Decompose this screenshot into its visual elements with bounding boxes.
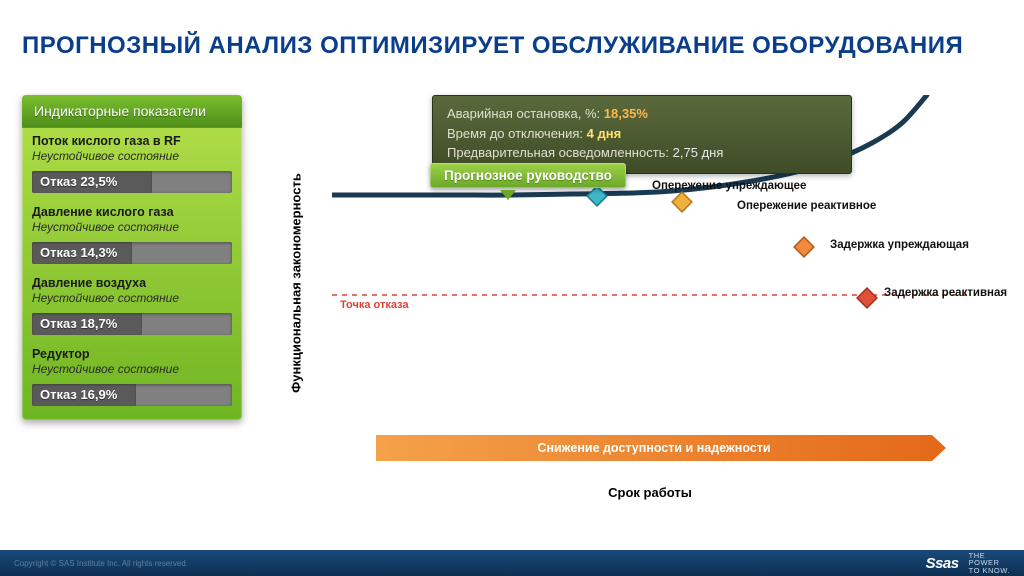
indicator-state: Неустойчивое состояние xyxy=(32,220,232,234)
info-key: Предварительная осведомленность: xyxy=(447,145,669,160)
indicator-bar: Отказ 23,5% xyxy=(32,171,232,193)
indicator-bar-label: Отказ 16,9% xyxy=(40,387,117,402)
sas-logo: Ssas xyxy=(926,555,959,572)
indicator-name: Поток кислого газа в RF xyxy=(32,134,232,148)
chart-marker-label: Опережение реактивное xyxy=(737,200,876,212)
fail-point-label: Точка отказа xyxy=(340,299,409,311)
chart-callout: Прогнозное руководство xyxy=(430,163,626,188)
indicator-bar-label: Отказ 14,3% xyxy=(40,245,117,260)
info-value: 18,35% xyxy=(604,106,648,121)
indicators-panel-header: Индикаторные показатели xyxy=(22,95,242,128)
chart-area: Функциональная закономерность Срок работ… xyxy=(310,95,990,470)
chart-marker-label: Опережение упреждающее xyxy=(652,180,806,192)
degradation-arrow-label: Снижение доступности и надежности xyxy=(537,441,770,455)
indicator-state: Неустойчивое состояние xyxy=(32,149,232,163)
chart-callout-pointer xyxy=(500,190,516,200)
indicator-state: Неустойчивое состояние xyxy=(32,291,232,305)
indicator-name: Давление кислого газа xyxy=(32,205,232,219)
slide-title: ПРОГНОЗНЫЙ АНАЛИЗ ОПТИМИЗИРУЕТ ОБСЛУЖИВА… xyxy=(22,32,963,60)
info-key: Время до отключения: xyxy=(447,126,583,141)
indicator-name: Редуктор xyxy=(32,347,232,361)
info-key: Аварийная остановка, %: xyxy=(447,106,600,121)
indicator-item: РедукторНеустойчивое состояние xyxy=(22,341,242,380)
indicator-item: Давление кислого газаНеустойчивое состоя… xyxy=(22,199,242,238)
copyright-text: Copyright © SAS Institute Inc. All right… xyxy=(14,559,188,568)
degradation-arrow: Снижение доступности и надежности xyxy=(376,435,932,461)
sas-tagline: THE POWER TO KNOW. xyxy=(969,552,1010,575)
chart-info-box: Аварийная остановка, %: 18,35% Время до о… xyxy=(432,95,852,174)
indicator-bar: Отказ 18,7% xyxy=(32,313,232,335)
chart-y-axis-label: Функциональная закономерность xyxy=(289,173,304,393)
info-value: 4 дня xyxy=(587,126,622,141)
chart-marker-label: Задержка упреждающая xyxy=(830,239,969,251)
chart-x-axis-label: Срок работы xyxy=(608,485,692,500)
indicator-bar: Отказ 16,9% xyxy=(32,384,232,406)
chart-marker-label: Задержка реактивная xyxy=(884,287,1007,299)
indicator-state: Неустойчивое состояние xyxy=(32,362,232,376)
indicator-bar-label: Отказ 23,5% xyxy=(40,174,117,189)
indicator-name: Давление воздуха xyxy=(32,276,232,290)
info-value: 2,75 дня xyxy=(673,145,724,160)
indicator-bar-label: Отказ 18,7% xyxy=(40,316,117,331)
indicators-panel: Индикаторные показатели Поток кислого га… xyxy=(22,95,242,420)
indicator-item: Поток кислого газа в RFНеустойчивое сост… xyxy=(22,128,242,167)
footer-bar: Copyright © SAS Institute Inc. All right… xyxy=(0,550,1024,576)
indicator-bar: Отказ 14,3% xyxy=(32,242,232,264)
indicator-item: Давление воздухаНеустойчивое состояние xyxy=(22,270,242,309)
